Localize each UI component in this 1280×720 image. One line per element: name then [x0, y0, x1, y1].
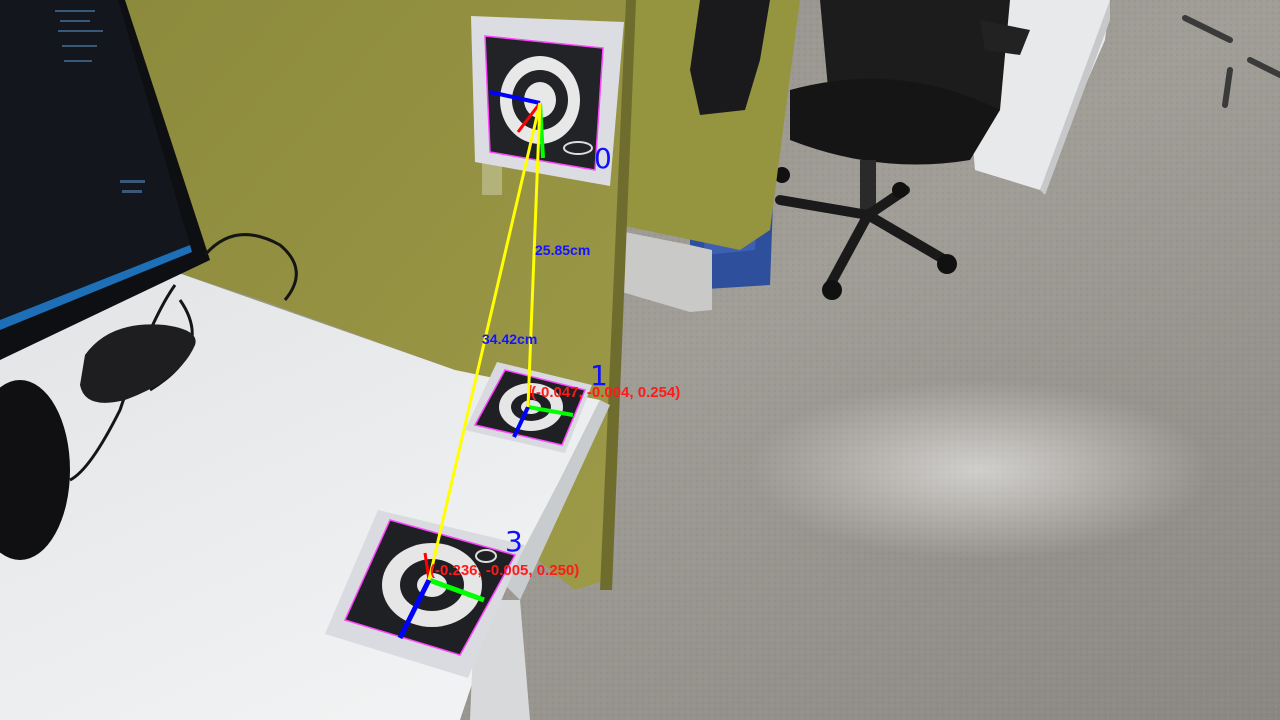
marker-0-axis-x — [516, 102, 542, 133]
marker-3-axis-x — [423, 552, 431, 581]
pose-label-marker-3: (-0.236, -0.005, 0.250) — [430, 562, 579, 579]
marker-0-border — [484, 35, 604, 171]
chair-column — [860, 160, 876, 220]
monitor-taskbar — [0, 245, 192, 330]
aruco-marker-3 — [325, 510, 525, 678]
white-cabinet-side — [1040, 0, 1110, 195]
grey-storage-box — [615, 230, 712, 312]
aruco-marker-0 — [471, 16, 624, 186]
pose-label-marker-1: (-0.047, -0.004, 0.254) — [531, 384, 680, 401]
marker-1-border — [473, 369, 587, 446]
marker-3-axis-z — [397, 578, 432, 640]
chair-wheel — [822, 280, 842, 300]
monitor-stand — [0, 380, 70, 560]
monitor-screen — [0, 0, 190, 330]
chair-wheel — [937, 254, 957, 274]
computer-mouse — [80, 324, 196, 403]
chair-seat — [790, 78, 1000, 165]
far-chair-base — [1182, 15, 1280, 108]
partition-edge — [600, 0, 636, 590]
desk-edge — [505, 400, 610, 600]
chair-wheel — [774, 167, 790, 183]
chair-wheel — [892, 182, 908, 198]
marker-1-axis-z — [512, 406, 530, 438]
marker-3-axis-y — [428, 577, 485, 603]
aruco-marker-1 — [465, 362, 592, 453]
link-line-0-1 — [526, 102, 542, 408]
chair-armrest — [980, 20, 1030, 55]
hanging-jacket — [690, 0, 770, 115]
marker-id-label: 1 — [590, 359, 608, 392]
marker-3-border — [343, 519, 517, 656]
office-chair — [774, 0, 1030, 300]
computer-monitor — [0, 0, 210, 360]
marker-id-label: 0 — [594, 142, 612, 175]
distance-label-0-1: 25.85cm — [535, 242, 590, 258]
distance-label-0-3: 34.42cm — [482, 331, 537, 347]
floor-light-reflection — [750, 380, 1210, 560]
marker-1-axis-y — [527, 405, 574, 417]
marker-id-label: 3 — [505, 525, 523, 558]
marker-0-axis-z — [489, 90, 541, 105]
link-line-0-3 — [427, 102, 542, 581]
